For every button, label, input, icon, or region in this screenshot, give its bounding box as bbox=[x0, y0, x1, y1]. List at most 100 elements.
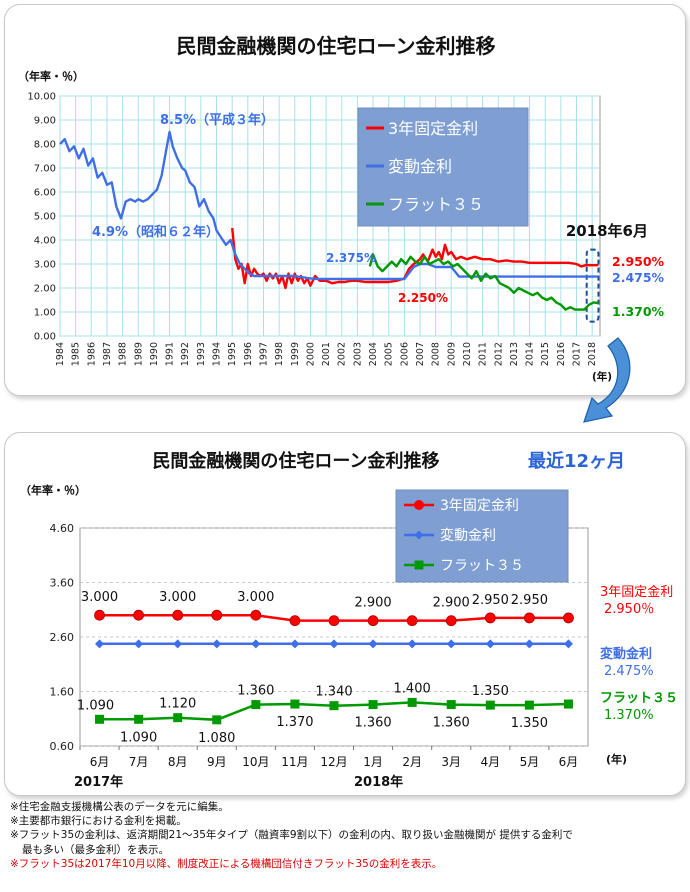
top-x-tick-2001: 2001 bbox=[321, 342, 332, 366]
bottom-x-tick-5: 11月 bbox=[281, 755, 308, 769]
top-x-tick-1986: 1986 bbox=[86, 342, 97, 366]
top-x-tick-2006: 2006 bbox=[399, 342, 410, 366]
bottom-y-tick-0-60: 0.60 bbox=[50, 740, 75, 753]
bottom-flat35-label-1: 1.090 bbox=[120, 730, 157, 745]
top-x-tick-2009: 2009 bbox=[446, 342, 457, 366]
bottom-flat35-label-8: 1.400 bbox=[394, 681, 431, 696]
bottom-x-tick-7: 1月 bbox=[363, 755, 383, 769]
top-x-tick-1989: 1989 bbox=[133, 342, 144, 366]
top-x-tick-1991: 1991 bbox=[165, 342, 176, 366]
bottom-fixed-3yr-label-7: 2.900 bbox=[354, 596, 391, 611]
bottom-legend-label-variable: 変動金利 bbox=[440, 527, 496, 544]
top-y-tick-3-00: 3.00 bbox=[34, 260, 56, 271]
right-name-fixed-3yr: 3年固定金利 bbox=[600, 584, 673, 600]
right-value-variable: 2.475% bbox=[604, 664, 654, 679]
bottom-x-tick-1: 7月 bbox=[129, 755, 149, 769]
top-x-tick-1994: 1994 bbox=[212, 342, 223, 366]
bottom-fixed-3yr-point-9 bbox=[445, 615, 457, 627]
bottom-fixed-3yr-point-1 bbox=[133, 609, 145, 621]
top-legend-label-fixed-3yr: 3年固定金利 bbox=[388, 119, 478, 138]
bottom-flat35-label-3: 1.080 bbox=[198, 731, 235, 746]
bottom-fixed-3yr-label-10: 2.950 bbox=[472, 593, 509, 608]
bottom-y-tick-4-60: 4.60 bbox=[50, 522, 75, 535]
bottom-fixed-3yr-point-8 bbox=[406, 615, 418, 627]
bottom-flat35-label-6: 1.340 bbox=[315, 685, 352, 700]
top-x-tick-2004: 2004 bbox=[368, 342, 379, 366]
top-y-tick-4-00: 4.00 bbox=[34, 236, 56, 247]
top-x-tick-2015: 2015 bbox=[540, 342, 551, 366]
top-y-tick-7-00: 7.00 bbox=[34, 164, 56, 175]
bottom-flat35-point-9 bbox=[446, 700, 456, 710]
top-x-tick-2005: 2005 bbox=[384, 342, 395, 366]
top-x-tick-2002: 2002 bbox=[337, 342, 348, 366]
top-series-variable-line bbox=[59, 130, 599, 281]
bottom-fixed-3yr-label-4: 3.000 bbox=[237, 590, 274, 605]
bottom-y-tick-2-60: 2.60 bbox=[50, 631, 75, 644]
bottom-flat35-point-6 bbox=[329, 701, 339, 711]
top-x-tick-1990: 1990 bbox=[149, 342, 160, 366]
top-y-tick-10-00: 10.00 bbox=[27, 92, 56, 103]
top-y-tick-9-00: 9.00 bbox=[34, 116, 56, 127]
end-value-flat35: 1.370% bbox=[612, 304, 665, 319]
top-x-tick-2007: 2007 bbox=[415, 342, 426, 366]
top-legend-label-flat35: フラット３５ bbox=[388, 195, 484, 214]
bottom-fixed-3yr-label-9: 2.900 bbox=[433, 596, 470, 611]
bottom-unit-label: （年率・％） bbox=[20, 483, 86, 497]
bottom-variable-point-5 bbox=[290, 639, 300, 649]
bottom-legend-label-flat35: フラット３５ bbox=[440, 558, 524, 574]
top-x-tick-1993: 1993 bbox=[196, 342, 207, 366]
top-x-tick-1987: 1987 bbox=[102, 342, 113, 366]
bottom-variable-point-9 bbox=[446, 639, 456, 649]
top-x-tick-1985: 1985 bbox=[71, 342, 82, 366]
bottom-fixed-3yr-point-2 bbox=[172, 609, 184, 621]
top-x-tick-2014: 2014 bbox=[525, 342, 536, 366]
top-x-tick-2013: 2013 bbox=[509, 342, 520, 366]
bottom-x-tick-4: 10月 bbox=[242, 755, 269, 769]
top-x-tick-2017: 2017 bbox=[572, 342, 583, 366]
top-x-tick-1995: 1995 bbox=[227, 342, 238, 366]
bottom-x-tick-9: 3月 bbox=[441, 755, 461, 769]
bottom-year-unit: (年) bbox=[606, 752, 627, 766]
bottom-flat35-label-0: 1.090 bbox=[77, 698, 114, 713]
bottom-variable-point-6 bbox=[329, 639, 339, 649]
top-x-tick-1997: 1997 bbox=[258, 342, 269, 366]
bottom-variable-point-12 bbox=[563, 639, 573, 649]
annotation-fixed-2250: 2.250% bbox=[398, 291, 448, 305]
top-x-tick-2003: 2003 bbox=[352, 342, 363, 366]
top-x-tick-2000: 2000 bbox=[305, 342, 316, 366]
bottom-fixed-3yr-point-7 bbox=[367, 615, 379, 627]
long-term-rate-chart: 民間金融機関の住宅ローン金利推移 （年率・％） 2018年6月 0.00 1.00… bbox=[18, 34, 665, 383]
top-x-tick-1999: 1999 bbox=[290, 342, 301, 366]
bottom-legend-marker-flat35 bbox=[414, 560, 424, 570]
bottom-chart-subtitle: 最近12ヶ月 bbox=[528, 450, 625, 472]
bottom-fixed-3yr-point-6 bbox=[328, 615, 340, 627]
bottom-flat35-point-1 bbox=[134, 714, 144, 724]
bottom-chart-title: 民間金融機関の住宅ローン金利推移 bbox=[152, 450, 439, 472]
top-y-tick-0-00: 0.00 bbox=[34, 332, 56, 343]
bottom-x-tick-11: 5月 bbox=[520, 755, 540, 769]
bottom-fixed-3yr-point-5 bbox=[289, 615, 301, 627]
bottom-variable-point-4 bbox=[251, 639, 261, 649]
top-y-tick-8-00: 8.00 bbox=[34, 140, 56, 151]
bottom-flat35-point-8 bbox=[407, 697, 417, 707]
bottom-x-tick-8: 2月 bbox=[402, 755, 422, 769]
footnote-4: ※フラット35は2017年10月以降、制度改正による機構団信付きフラット35の金… bbox=[10, 857, 443, 870]
year-label-2017: 2017年 bbox=[74, 774, 123, 790]
bottom-flat35-point-0 bbox=[95, 714, 105, 724]
bottom-legend-marker-fixed-3yr bbox=[414, 500, 424, 510]
right-value-fixed-3yr: 2.950％ bbox=[604, 602, 654, 617]
bottom-fixed-3yr-label-0: 3.000 bbox=[81, 590, 118, 605]
bottom-fixed-3yr-point-12 bbox=[563, 612, 574, 624]
bottom-fixed-3yr-point-0 bbox=[94, 609, 105, 621]
annotation-low: 4.9%（昭和６２年） bbox=[92, 224, 219, 240]
bottom-variable-point-11 bbox=[524, 639, 534, 649]
bottom-flat35-point-10 bbox=[485, 700, 495, 710]
bottom-flat35-label-11: 1.350 bbox=[511, 716, 548, 731]
top-x-tick-2010: 2010 bbox=[462, 342, 473, 366]
bottom-variable-point-8 bbox=[407, 639, 417, 649]
top-y-tick-6-00: 6.00 bbox=[34, 188, 56, 199]
bottom-x-tick-12: 6月 bbox=[559, 755, 579, 769]
top-chart-title: 民間金融機関の住宅ローン金利推移 bbox=[177, 34, 496, 58]
top-x-tick-2012: 2012 bbox=[493, 342, 504, 366]
top-x-tick-1992: 1992 bbox=[180, 342, 191, 366]
